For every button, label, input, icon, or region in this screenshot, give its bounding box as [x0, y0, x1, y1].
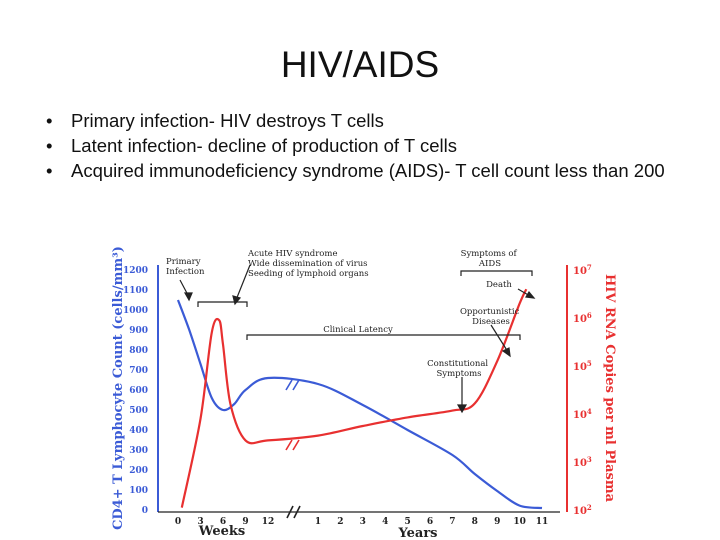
y-tick-label: 100: [129, 486, 148, 496]
bottom-tick-labels: 0 3 6 9 12 1 2 3 4 5 6 7 8 9 10 11: [175, 517, 548, 527]
annotation-acute-hiv-syndrome: Acute HIV syndrome Wide dissemination of…: [247, 249, 370, 279]
y2-tick-label: 103: [573, 455, 592, 469]
left-tick-labels: 0 100 200 300 400 500 600 700 800 900 1000 1100 1200: [123, 266, 148, 516]
x-tick-label-weeks: 9: [242, 517, 248, 527]
acute-phase-bracket: [197, 301, 248, 307]
y2-tick-label: 107: [573, 263, 592, 277]
x-tick-label-years: 9: [494, 517, 500, 527]
x-tick-label-years: 8: [472, 517, 478, 527]
slide-title: HIV/AIDS: [280, 44, 440, 85]
annotation-symptoms-line-1: Symptoms of: [461, 249, 518, 259]
annotation-constitutional-line-1: Constitutional: [427, 359, 488, 369]
y-tick-label: 0: [142, 506, 148, 516]
hiv-progression-chart: 0100200300400500600700800900100011001200…: [111, 246, 617, 540]
y2-tick-label: 104: [573, 407, 592, 421]
annotation-acute-line-3: Seeding of lymphoid organs: [248, 269, 369, 279]
x-tick-label-years: 6: [427, 517, 433, 527]
annotation-constitutional-line-2: Symptoms: [436, 369, 481, 379]
y-tick-label: 800: [129, 346, 148, 356]
x-tick-label-years: 3: [360, 517, 366, 527]
annotation-primary-infection: Primary Infection: [166, 257, 205, 277]
y-tick-label: 1200: [123, 266, 148, 276]
bullet-item-aids: Acquired immunodeficiency syndrome (AIDS…: [46, 158, 696, 183]
x-tick-label-weeks: 6: [220, 517, 226, 527]
annotation-acute-line-1: Acute HIV syndrome: [247, 249, 337, 259]
x-tick-label-years: 11: [536, 517, 549, 527]
x-tick-label-years: 5: [404, 517, 410, 527]
annotation-opportunistic-line-2: Diseases: [472, 317, 510, 327]
annotation-primary-line-2: Infection: [166, 267, 205, 277]
x-tick-label-weeks: 0: [175, 517, 181, 527]
y-tick-label: 200: [129, 466, 148, 476]
annotation-symptoms-line-2: AIDS: [478, 259, 501, 269]
x-tick-label-years: 2: [337, 517, 343, 527]
annotation-symptoms-of-aids: Symptoms of AIDS: [461, 249, 520, 269]
y-tick-label: 1000: [123, 306, 148, 316]
x-axis-title-weeks: Weeks: [198, 524, 245, 539]
y2-tick-label: 102: [573, 503, 592, 517]
y-tick-label: 300: [129, 446, 148, 456]
right-tick-labels: 102 103 104 105 106 107: [573, 263, 592, 517]
y-tick-label: 500: [129, 406, 148, 416]
left-axis-title: CD4+ T Lymphocyte Count (cells/mm³): [111, 246, 126, 530]
annotation-death: Death: [486, 280, 512, 290]
annotation-clinical-latency: Clinical Latency: [323, 325, 393, 335]
x-axis-title-years: Years: [397, 526, 437, 540]
right-axis-title: HIV RNA Copies per ml Plasma: [602, 274, 617, 503]
y-tick-label: 700: [129, 366, 148, 376]
y-tick-label: 400: [129, 426, 148, 436]
x-tick-label-years: 10: [513, 517, 526, 527]
y-tick-label: 900: [129, 326, 148, 336]
axis-break-marks: [285, 379, 301, 519]
clinical-latency-bracket: [246, 334, 521, 340]
annotation-arrows: [179, 264, 536, 414]
y2-tick-label: 105: [573, 359, 592, 373]
annotation-opportunistic-diseases: Opportunistic Diseases: [460, 307, 522, 327]
symptoms-of-aids-bracket: [460, 270, 533, 276]
x-tick-label-weeks: 12: [262, 517, 275, 527]
x-tick-label-years: 7: [449, 517, 455, 527]
y2-tick-label: 106: [573, 311, 592, 325]
x-tick-label-years: 4: [382, 517, 388, 527]
annotation-acute-line-2: Wide dissemination of virus: [248, 259, 368, 269]
annotation-opportunistic-line-1: Opportunistic: [460, 307, 520, 317]
y-tick-label: 600: [129, 386, 148, 396]
bullet-item-primary: Primary infection- HIV destroys T cells: [46, 108, 696, 133]
hiv-rna-line: [180, 288, 528, 508]
annotation-primary-line-1: Primary: [166, 257, 201, 267]
bullet-item-latent: Latent infection- decline of production …: [46, 133, 696, 158]
y-tick-label: 1100: [123, 286, 148, 296]
bullet-list: Primary infection- HIV destroys T cells …: [46, 108, 696, 183]
annotation-constitutional-symptoms: Constitutional Symptoms: [427, 359, 491, 379]
x-tick-label-weeks: 3: [197, 517, 203, 527]
x-tick-label-years: 1: [315, 517, 321, 527]
